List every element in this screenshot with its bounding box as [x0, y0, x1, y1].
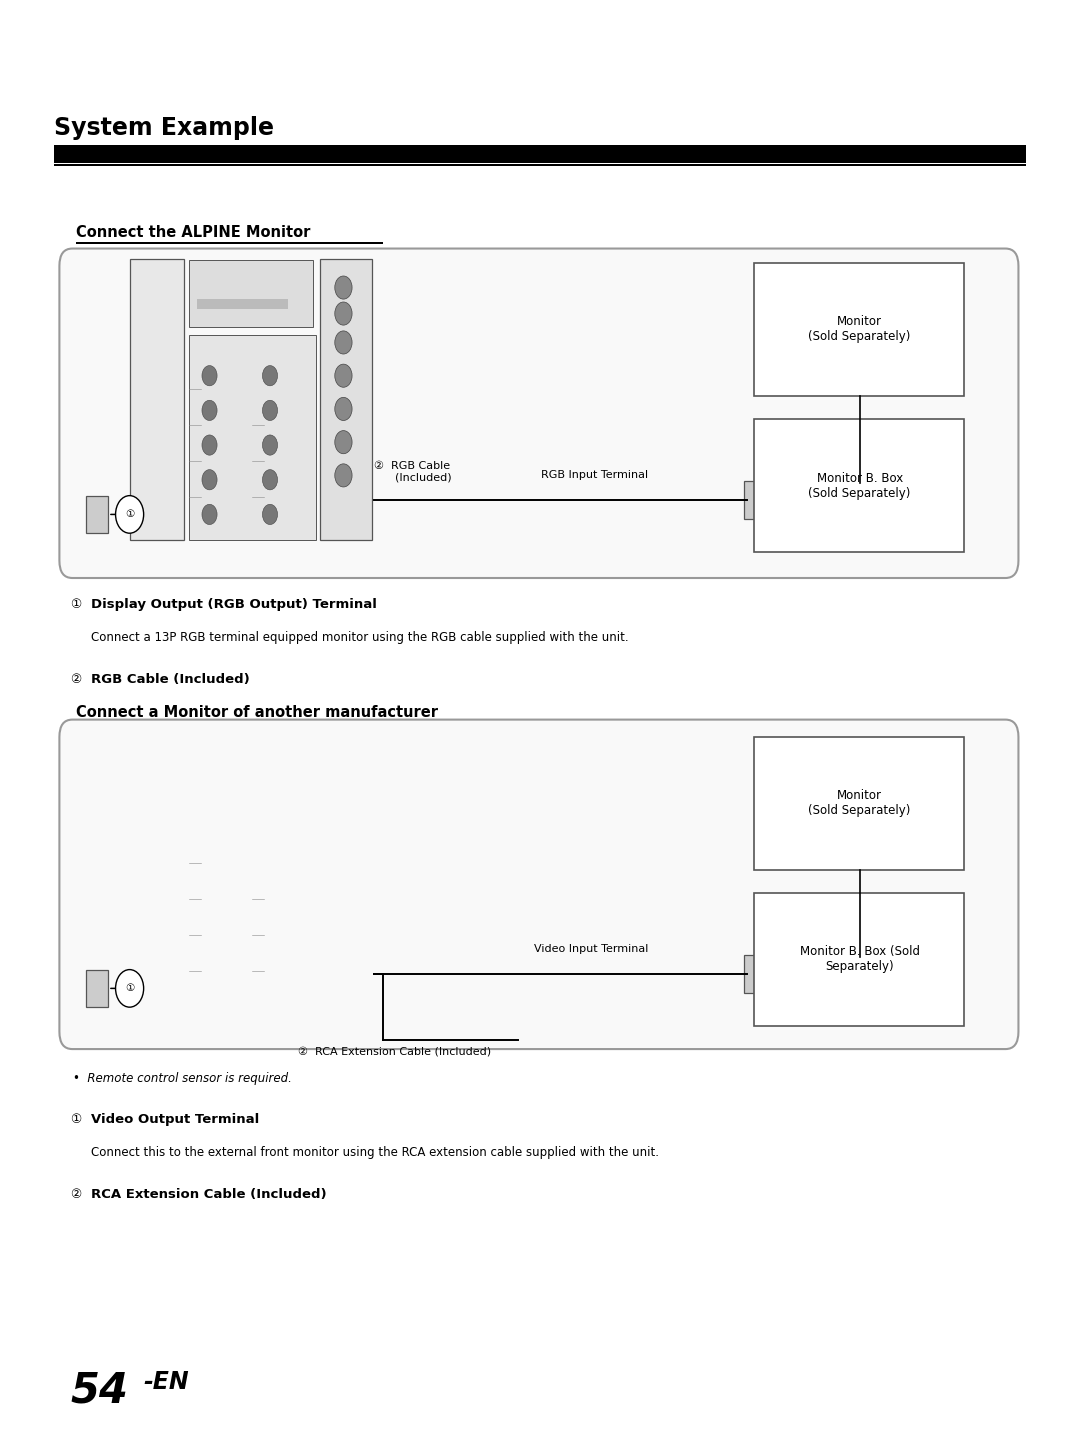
Circle shape	[202, 366, 217, 386]
Bar	[76, 243, 383, 244]
Circle shape	[335, 276, 352, 299]
Text: Connect a 13P RGB terminal equipped monitor using the RGB cable supplied with th: Connect a 13P RGB terminal equipped moni…	[91, 631, 629, 644]
Circle shape	[335, 431, 352, 454]
FancyBboxPatch shape	[59, 249, 1018, 578]
Circle shape	[131, 753, 180, 819]
Circle shape	[335, 364, 352, 387]
Bar	[320, 259, 372, 540]
Bar	[754, 737, 964, 870]
Bar	[54, 144, 1026, 163]
Circle shape	[202, 840, 217, 860]
Bar	[754, 263, 964, 396]
Circle shape	[335, 871, 352, 894]
Bar	[130, 259, 184, 540]
Circle shape	[335, 938, 352, 961]
Text: •  Remote control sensor is required.: • Remote control sensor is required.	[73, 1072, 293, 1085]
Circle shape	[262, 435, 278, 455]
Bar	[197, 299, 288, 309]
Text: RGB Cable (Included): RGB Cable (Included)	[91, 673, 249, 686]
Circle shape	[262, 840, 278, 860]
Circle shape	[131, 279, 180, 345]
Text: Monitor
(Sold Separately): Monitor (Sold Separately)	[809, 789, 910, 818]
Text: ①: ①	[70, 598, 81, 611]
Bar	[86, 496, 108, 533]
Bar	[744, 481, 766, 519]
Text: RCA Extension Cable (Included): RCA Extension Cable (Included)	[91, 1188, 326, 1201]
Circle shape	[335, 776, 352, 799]
Text: -EN: -EN	[144, 1370, 189, 1394]
Text: Connect a Monitor of another manufacturer: Connect a Monitor of another manufacture…	[76, 705, 437, 720]
Circle shape	[262, 470, 278, 490]
Circle shape	[262, 874, 278, 894]
Text: ②: ②	[70, 673, 81, 686]
Bar	[189, 809, 316, 1014]
Circle shape	[335, 750, 352, 773]
Text: ②  RGB Cable
      (Included): ② RGB Cable (Included)	[374, 461, 451, 483]
Circle shape	[140, 766, 171, 806]
Bar	[86, 970, 108, 1007]
Circle shape	[116, 496, 144, 533]
Text: ②: ②	[70, 1188, 81, 1201]
Circle shape	[202, 504, 217, 525]
Text: System Example: System Example	[54, 116, 274, 140]
Circle shape	[202, 435, 217, 455]
Bar	[54, 163, 1026, 166]
Circle shape	[262, 944, 278, 964]
Bar	[189, 734, 313, 801]
Text: Connect this to the external front monitor using the RCA extension cable supplie: Connect this to the external front monit…	[91, 1146, 659, 1159]
Circle shape	[262, 978, 278, 998]
Circle shape	[262, 504, 278, 525]
FancyBboxPatch shape	[59, 720, 1018, 1049]
Circle shape	[116, 970, 144, 1007]
Circle shape	[202, 470, 217, 490]
Bar	[189, 335, 316, 540]
Circle shape	[262, 366, 278, 386]
Circle shape	[202, 909, 217, 929]
Text: Connect the ALPINE Monitor: Connect the ALPINE Monitor	[76, 225, 310, 240]
Bar	[189, 260, 313, 327]
Bar	[754, 893, 964, 1026]
Circle shape	[335, 331, 352, 354]
Bar	[320, 733, 372, 1014]
Text: ②  RCA Extension Cable (Included): ② RCA Extension Cable (Included)	[298, 1046, 490, 1056]
Bar	[744, 955, 766, 993]
Text: ①: ①	[125, 984, 134, 993]
Circle shape	[335, 464, 352, 487]
Circle shape	[202, 874, 217, 894]
Circle shape	[202, 400, 217, 420]
Bar	[197, 773, 288, 783]
Bar	[130, 733, 184, 1014]
Circle shape	[335, 805, 352, 828]
Circle shape	[140, 292, 171, 332]
Circle shape	[335, 905, 352, 928]
Circle shape	[262, 400, 278, 420]
Text: Monitor B. Box
(Sold Separately): Monitor B. Box (Sold Separately)	[809, 471, 910, 500]
Text: 54: 54	[70, 1370, 129, 1412]
Text: Video Input Terminal: Video Input Terminal	[534, 944, 648, 954]
Bar	[76, 722, 502, 724]
Text: Monitor B. Box (Sold
Separately): Monitor B. Box (Sold Separately)	[799, 945, 920, 974]
Text: Video Output Terminal: Video Output Terminal	[91, 1113, 259, 1126]
Text: Monitor
(Sold Separately): Monitor (Sold Separately)	[809, 315, 910, 344]
Text: Display Output (RGB Output) Terminal: Display Output (RGB Output) Terminal	[91, 598, 377, 611]
Bar	[754, 419, 964, 552]
Circle shape	[202, 944, 217, 964]
Circle shape	[202, 978, 217, 998]
Circle shape	[262, 909, 278, 929]
Text: ①: ①	[70, 1113, 81, 1126]
Text: ①: ①	[125, 510, 134, 519]
Circle shape	[335, 838, 352, 861]
Text: RGB Input Terminal: RGB Input Terminal	[541, 470, 648, 480]
Circle shape	[335, 397, 352, 420]
Circle shape	[335, 302, 352, 325]
